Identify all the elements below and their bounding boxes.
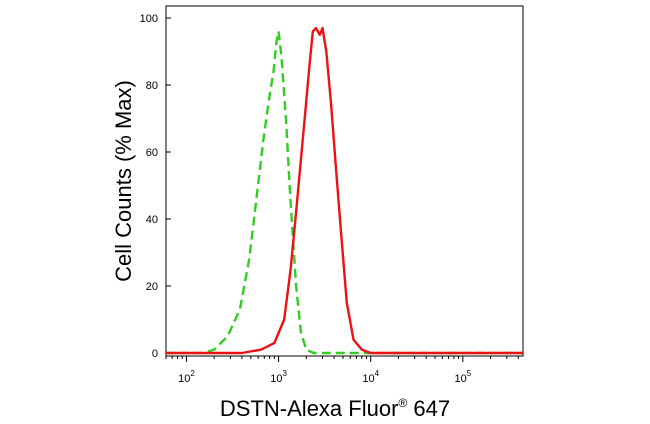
y-tick-label: 80 <box>146 80 158 92</box>
y-tick-label: 0 <box>152 348 158 360</box>
x-tick-label-exponent: 3 <box>282 369 287 378</box>
x-axis-title-registered-mark: ® <box>398 396 407 410</box>
x-axis-title: DSTN-Alexa Fluor® 647 <box>220 396 450 421</box>
y-tick-label: 60 <box>146 147 158 159</box>
x-tick-label: 102 <box>178 369 195 385</box>
solid-series-line <box>166 26 523 355</box>
x-tick-label-exponent: 2 <box>190 369 195 378</box>
x-tick-label-base: 10 <box>178 373 190 385</box>
x-tick-label-base: 10 <box>362 373 374 385</box>
x-tick-label: 105 <box>454 369 471 385</box>
histogram-series <box>166 26 523 355</box>
y-tick-label: 100 <box>140 13 158 25</box>
y-axis-title: Cell Counts (% Max) <box>111 80 136 282</box>
x-axis-title-suffix: 647 <box>407 396 450 421</box>
y-tick-label: 20 <box>146 281 158 293</box>
x-tick-label-exponent: 5 <box>467 369 472 378</box>
x-tick-label-base: 10 <box>454 373 466 385</box>
dashed-series-line <box>166 30 523 355</box>
x-tick-label: 104 <box>362 369 379 385</box>
x-axis-ticks: 102 103 104 105 <box>165 356 519 385</box>
x-tick-label: 103 <box>270 369 287 385</box>
x-tick-label-exponent: 4 <box>375 369 380 378</box>
y-axis-ticks: 0 20 40 60 80 100 <box>140 13 171 360</box>
x-axis-title-main: DSTN-Alexa Fluor <box>220 396 398 421</box>
plot-frame <box>165 5 524 357</box>
y-tick-label: 40 <box>146 214 158 226</box>
x-tick-label-base: 10 <box>270 373 282 385</box>
